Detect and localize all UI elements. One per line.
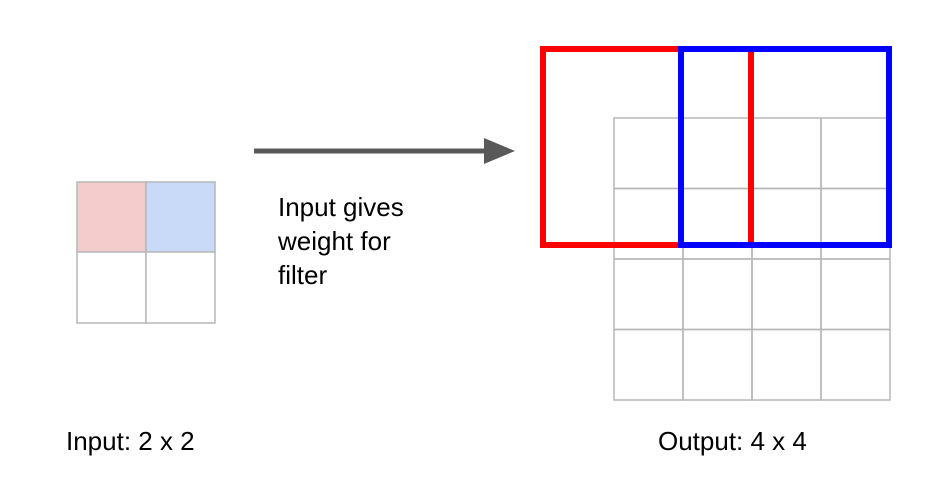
output-cell [613,328,684,401]
input-label: Input: 2 x 2 [66,426,195,456]
arrow [254,138,515,164]
output-cell [613,258,684,331]
arrow-caption: Input gives weight for filter [278,190,478,292]
output-cell [682,258,753,331]
input-cell [145,251,216,324]
output-cell [820,328,891,401]
input-grid [76,181,216,324]
output-cell [751,187,822,260]
caption-line: filter [278,260,328,290]
arrow-head [484,138,515,164]
output-cell [613,187,684,260]
output-label: Output: 4 x 4 [658,426,807,456]
output-cell [751,258,822,331]
second-filter-outline [678,46,892,248]
output-cell [751,328,822,401]
output-cell [613,117,684,190]
caption-line: Input gives [278,192,404,222]
output-cell [682,117,753,190]
output-cell [820,258,891,331]
input-cell [76,251,147,324]
input-cell-blue [145,181,216,253]
caption-line: weight for [278,226,391,256]
output-cell [751,117,822,190]
input-cell-red [76,181,147,253]
output-cell [820,117,891,190]
output-cell [682,328,753,401]
first-filter-outline [540,46,754,248]
output-cell [682,187,753,260]
output-cell [820,187,891,260]
